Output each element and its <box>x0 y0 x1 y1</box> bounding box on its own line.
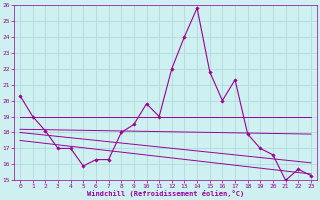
X-axis label: Windchill (Refroidissement éolien,°C): Windchill (Refroidissement éolien,°C) <box>87 190 244 197</box>
